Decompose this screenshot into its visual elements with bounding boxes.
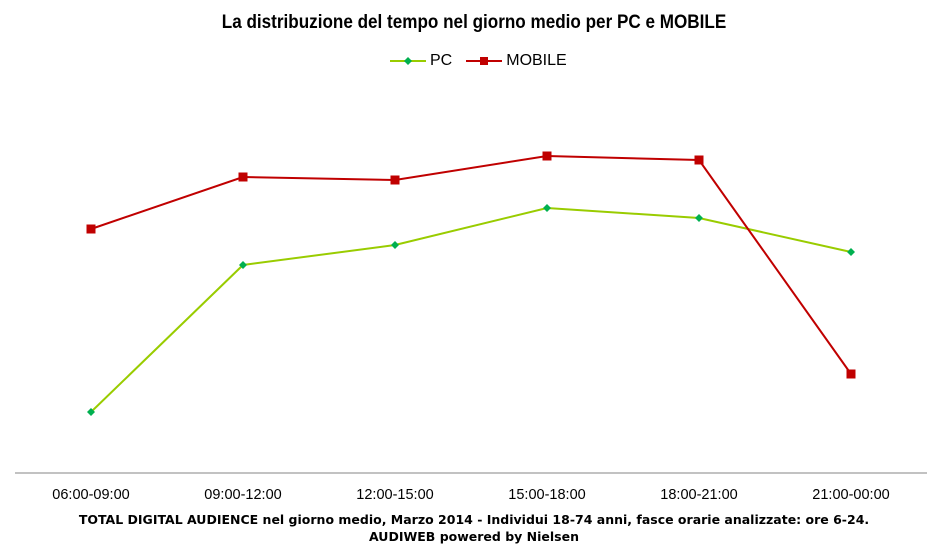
data-point-pc bbox=[847, 248, 855, 256]
legend-item-mobile: MOBILE bbox=[466, 52, 567, 70]
data-point-pc bbox=[695, 214, 703, 222]
x-tick-label: 15:00-18:00 bbox=[508, 487, 585, 503]
series-line-pc bbox=[90, 206, 852, 413]
x-tick-label: 06:00-09:00 bbox=[52, 487, 129, 503]
x-tick-label: 09:00-12:00 bbox=[204, 487, 281, 503]
x-tick-label: 21:00-00:00 bbox=[812, 487, 889, 503]
data-point-pc bbox=[87, 408, 95, 416]
legend-mobile-marker-icon bbox=[466, 57, 503, 65]
data-point-mobile bbox=[390, 175, 400, 185]
footer-note: TOTAL DIGITAL AUDIENCE nel giorno medio,… bbox=[78, 512, 870, 527]
legend-item-pc: PC bbox=[390, 52, 452, 70]
data-point-pc bbox=[543, 204, 551, 212]
x-tick-label: 12:00-15:00 bbox=[356, 487, 433, 503]
data-point-mobile bbox=[694, 155, 704, 165]
data-point-mobile bbox=[86, 224, 96, 234]
legend-label-pc: PC bbox=[430, 52, 453, 69]
legend: PC MOBILE bbox=[390, 52, 567, 70]
series-line-mobile bbox=[90, 154, 852, 375]
data-point-pc bbox=[239, 261, 247, 269]
chart-title: La distribuzione del tempo nel giorno me… bbox=[221, 12, 727, 33]
legend-label-mobile: MOBILE bbox=[506, 52, 567, 69]
data-point-mobile bbox=[846, 369, 856, 379]
data-point-pc bbox=[391, 241, 399, 249]
footer-source: AUDIWEB powered by Nielsen bbox=[369, 529, 579, 544]
legend-pc-marker-icon bbox=[390, 57, 426, 65]
x-tick-label: 18:00-21:00 bbox=[660, 487, 737, 503]
data-point-mobile bbox=[238, 172, 248, 182]
data-point-mobile bbox=[542, 151, 552, 161]
